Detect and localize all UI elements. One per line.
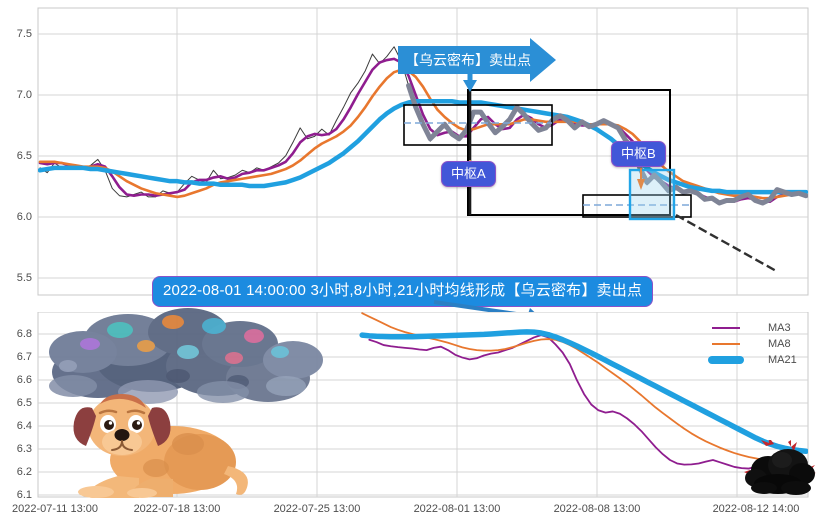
top-ytick-7-0: 7.0 bbox=[16, 89, 32, 101]
top-ytick-5-5: 5.5 bbox=[16, 272, 32, 284]
xtick-1: 2022-07-18 13:00 bbox=[133, 503, 221, 515]
bottom-ytick-6-5: 6.5 bbox=[16, 397, 32, 409]
series-line-MA8 bbox=[38, 68, 808, 200]
series-line-hull-grey bbox=[406, 83, 808, 206]
pivot-b-outer-box bbox=[582, 194, 692, 218]
black-storm-cloud-illustration bbox=[744, 440, 816, 495]
signal-tooltip-banner[interactable]: 2022-08-01 14:00:00 3小时,8小时,21小时均线形成【乌云密… bbox=[152, 276, 654, 307]
bottom-ytick-6-7: 6.7 bbox=[16, 351, 32, 363]
pivot-a-label[interactable]: 中枢A bbox=[441, 161, 496, 187]
xtick-3: 2022-08-01 13:00 bbox=[413, 503, 501, 515]
dog-illustration bbox=[73, 394, 248, 498]
xtick-2: 2022-07-25 13:00 bbox=[273, 503, 361, 515]
legend-label-ma8: MA8 bbox=[768, 338, 791, 350]
storm-cloud-illustration bbox=[49, 308, 323, 404]
bottom-ytick-6-1: 6.1 bbox=[16, 489, 32, 501]
top-series-group bbox=[38, 46, 808, 206]
pivot-b-label[interactable]: 中枢B bbox=[611, 141, 666, 167]
downtrend-dashed-line bbox=[675, 213, 779, 274]
bottom-series-group bbox=[359, 312, 808, 483]
legend-label-ma3: MA3 bbox=[768, 322, 791, 334]
bottom-ytick-6-6: 6.6 bbox=[16, 374, 32, 386]
top-gridlines-v bbox=[176, 8, 738, 295]
top-panel-plot bbox=[37, 7, 809, 296]
series-line-MA21 bbox=[359, 329, 808, 454]
series-line-MA8 bbox=[361, 312, 807, 466]
bottom-ytick-6-8: 6.8 bbox=[16, 328, 32, 340]
legend-label-ma21: MA21 bbox=[768, 354, 797, 366]
xtick-5: 2022-08-12 14:00 bbox=[712, 503, 800, 515]
top-ytick-6-5: 6.5 bbox=[16, 150, 32, 162]
pivot-b-highlight-box bbox=[628, 168, 676, 221]
xtick-0: 2022-07-11 13:00 bbox=[11, 503, 99, 515]
series-line-MA3 bbox=[368, 334, 807, 483]
sell-signal-arrow-head-icon bbox=[463, 80, 477, 92]
top-ytick-6-0: 6.0 bbox=[16, 211, 32, 223]
bottom-ytick-6-4: 6.4 bbox=[16, 420, 32, 432]
sell-signal-arrow-banner bbox=[398, 38, 556, 82]
series-line-MA21 bbox=[38, 98, 808, 195]
bottom-ytick-6-3: 6.3 bbox=[16, 443, 32, 455]
xtick-4: 2022-08-08 13:00 bbox=[553, 503, 641, 515]
pivot-b-up-arrow-icon bbox=[637, 179, 645, 190]
top-ytick-7-5: 7.5 bbox=[16, 28, 32, 40]
pivot-a-inner-box bbox=[403, 104, 553, 146]
pivot-a-outer-box bbox=[467, 89, 671, 216]
bottom-legend bbox=[708, 327, 744, 364]
bottom-ytick-6-2: 6.2 bbox=[16, 466, 32, 478]
